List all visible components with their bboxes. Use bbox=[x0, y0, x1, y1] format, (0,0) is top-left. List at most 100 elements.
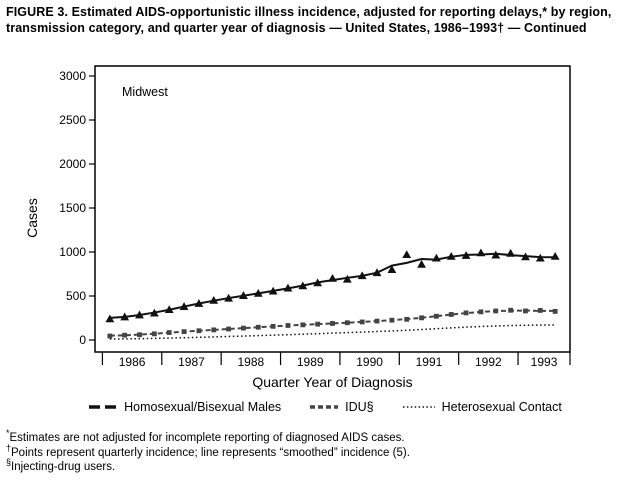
footnotes: *Estimates are not adjusted for incomple… bbox=[6, 429, 636, 475]
square-marker bbox=[493, 308, 499, 314]
square-marker bbox=[448, 312, 454, 317]
triangle-marker bbox=[446, 252, 456, 260]
triangle-marker bbox=[491, 250, 501, 259]
y-tick-label: 500 bbox=[66, 289, 86, 303]
panel-label: Midwest bbox=[122, 85, 168, 99]
dotted-line-key-icon bbox=[402, 406, 435, 408]
triangle-marker bbox=[179, 302, 189, 310]
square-marker bbox=[315, 321, 321, 327]
triangle-marker bbox=[432, 253, 441, 262]
triangle-marker bbox=[328, 274, 337, 282]
triangle-marker bbox=[357, 271, 367, 280]
legend-label-idu: IDU§ bbox=[345, 400, 374, 414]
footnote-marker: † bbox=[6, 442, 12, 453]
triangle-marker bbox=[506, 248, 516, 257]
x-tick-label: 1991 bbox=[416, 355, 443, 369]
triangle-marker bbox=[149, 308, 159, 317]
x-tick-label: 1993 bbox=[531, 355, 558, 369]
y-axis-title: Cases bbox=[24, 198, 40, 238]
square-marker bbox=[404, 316, 410, 322]
square-marker bbox=[285, 323, 291, 328]
x-tick-label: 1987 bbox=[178, 355, 205, 369]
triangle-marker bbox=[268, 286, 278, 295]
series-line bbox=[109, 324, 556, 340]
footnote-marker: § bbox=[6, 457, 12, 468]
x-tick-label: 1990 bbox=[356, 355, 383, 369]
y-tick-label: 2500 bbox=[59, 113, 86, 127]
square-marker bbox=[552, 309, 558, 314]
square-marker bbox=[166, 330, 172, 335]
triangle-marker bbox=[476, 248, 486, 257]
plot-frame bbox=[94, 65, 571, 353]
figure-caption: FIGURE 3. Estimated AIDS-opportunistic i… bbox=[6, 5, 612, 35]
y-tick-label: 2000 bbox=[59, 157, 86, 171]
triangle-marker bbox=[194, 299, 204, 307]
square-marker bbox=[434, 313, 439, 319]
x-tick-label: 1992 bbox=[475, 355, 502, 369]
x-tick-label: 1986 bbox=[119, 355, 146, 369]
square-marker bbox=[107, 333, 113, 339]
footnote-text: Estimates are not adjusted for incomplet… bbox=[9, 432, 405, 444]
y-tick-label: 0 bbox=[79, 333, 86, 347]
footnote-estimates: *Estimates are not adjusted for incomple… bbox=[6, 429, 636, 446]
square-marker bbox=[270, 323, 276, 329]
series-1 bbox=[107, 307, 558, 339]
series-2 bbox=[109, 324, 556, 340]
square-marker bbox=[226, 326, 231, 332]
y-tick-label: 3000 bbox=[59, 69, 86, 83]
square-marker bbox=[419, 315, 424, 321]
square-marker bbox=[344, 320, 350, 326]
legend-item-idu: IDU§ bbox=[309, 400, 374, 414]
triangle-marker bbox=[224, 293, 233, 302]
square-marker bbox=[255, 324, 261, 330]
footnote-text: Injecting-drug users. bbox=[11, 461, 116, 474]
square-marker bbox=[196, 328, 202, 334]
footnote-points: †Points represent quarterly incidence; l… bbox=[6, 442, 636, 461]
footnote-idu: §Injecting-drug users. bbox=[6, 457, 636, 475]
square-marker bbox=[537, 308, 543, 313]
legend-item-hetero: Heterosexual Contact bbox=[402, 400, 562, 414]
triangle-marker bbox=[387, 265, 397, 273]
square-marker bbox=[463, 310, 469, 316]
triangle-marker bbox=[209, 296, 219, 304]
triangle-marker bbox=[105, 314, 115, 323]
square-marker bbox=[508, 307, 514, 313]
triangle-marker bbox=[402, 250, 412, 259]
series-line bbox=[109, 252, 556, 319]
triangle-marker bbox=[298, 281, 308, 290]
triangle-marker bbox=[535, 253, 545, 262]
solid-line-key-icon bbox=[89, 405, 118, 409]
triangle-marker bbox=[550, 252, 560, 260]
square-marker bbox=[359, 319, 365, 325]
square-marker bbox=[300, 322, 306, 328]
triangle-marker bbox=[342, 274, 352, 283]
triangle-marker bbox=[164, 305, 174, 314]
legend-label-msm: Homosexual/Bisexual Males bbox=[124, 400, 282, 414]
triangle-marker bbox=[461, 251, 471, 259]
chart-legend: Homosexual/Bisexual Males IDU§ Heterosex… bbox=[20, 400, 630, 414]
triangle-marker bbox=[253, 288, 263, 297]
y-tick-label: 1500 bbox=[59, 201, 86, 215]
square-marker bbox=[241, 325, 246, 331]
legend-item-msm: Homosexual/Bisexual Males bbox=[88, 400, 281, 414]
x-tick-label: 1988 bbox=[238, 355, 265, 369]
triangle-marker bbox=[313, 278, 323, 287]
square-marker bbox=[330, 321, 335, 326]
triangle-marker bbox=[521, 252, 530, 261]
y-tick-label: 1000 bbox=[59, 245, 86, 259]
square-marker bbox=[211, 327, 217, 333]
square-marker bbox=[137, 332, 142, 338]
triangle-marker bbox=[372, 268, 382, 277]
legend-label-hetero: Heterosexual Contact bbox=[441, 400, 562, 414]
square-marker bbox=[151, 331, 157, 337]
triangle-marker bbox=[417, 259, 426, 268]
footnote-text: Points represent quarterly incidence; li… bbox=[11, 446, 410, 459]
triangle-marker bbox=[120, 312, 130, 321]
triangle-marker bbox=[135, 310, 144, 319]
x-tick-label: 1989 bbox=[297, 355, 324, 369]
square-marker bbox=[478, 309, 484, 315]
square-marker bbox=[389, 317, 395, 323]
chart-area: Cases 0 500 1000 1500 2000 2500 3000 1986 1987 19… bbox=[0, 60, 640, 392]
dashed-line-key-icon bbox=[310, 405, 339, 409]
x-axis-title: Quarter Year of Diagnosis bbox=[252, 374, 413, 390]
